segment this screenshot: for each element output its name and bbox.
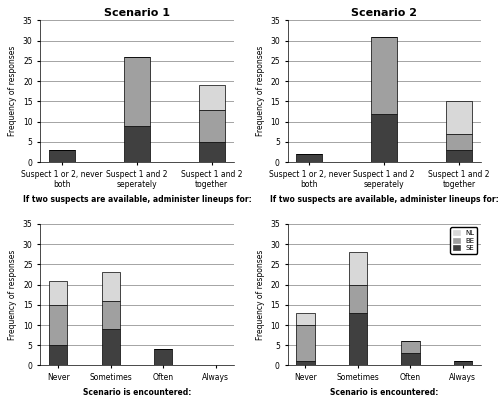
Y-axis label: Frequency of responses: Frequency of responses [256,46,264,136]
Bar [49,305,68,345]
Bar [446,150,472,162]
Y-axis label: Frequency of responses: Frequency of responses [256,249,264,340]
Bar [102,329,120,365]
Bar [124,126,150,162]
Y-axis label: Frequency of responses: Frequency of responses [8,46,18,136]
Bar [401,353,419,365]
Bar [296,154,322,162]
Bar [446,101,472,134]
X-axis label: Scenario is encountered:: Scenario is encountered: [330,388,438,396]
Legend: NL, BE, SE: NL, BE, SE [450,227,477,254]
Bar [296,325,314,361]
X-axis label: Scenario is encountered:: Scenario is encountered: [83,388,191,396]
Bar [49,345,68,365]
Title: Scenario 1: Scenario 1 [104,9,170,18]
Bar [198,142,225,162]
Bar [49,150,75,162]
Bar [154,349,172,365]
Title: Scenario 2: Scenario 2 [351,9,417,18]
Bar [371,37,398,113]
Bar [454,361,472,365]
Bar [296,361,314,365]
Bar [198,85,225,109]
Bar [102,301,120,329]
Bar [371,113,398,162]
Y-axis label: Frequency of responses: Frequency of responses [8,249,18,340]
X-axis label: If two suspects are available, administer lineups for:: If two suspects are available, administe… [22,195,252,204]
Bar [401,341,419,353]
Bar [49,281,68,305]
X-axis label: If two suspects are available, administer lineups for:: If two suspects are available, administe… [270,195,498,204]
Bar [349,285,367,313]
Bar [349,252,367,285]
Bar [124,57,150,126]
Bar [296,313,314,325]
Bar [198,109,225,142]
Bar [102,273,120,301]
Bar [446,134,472,150]
Bar [349,313,367,365]
